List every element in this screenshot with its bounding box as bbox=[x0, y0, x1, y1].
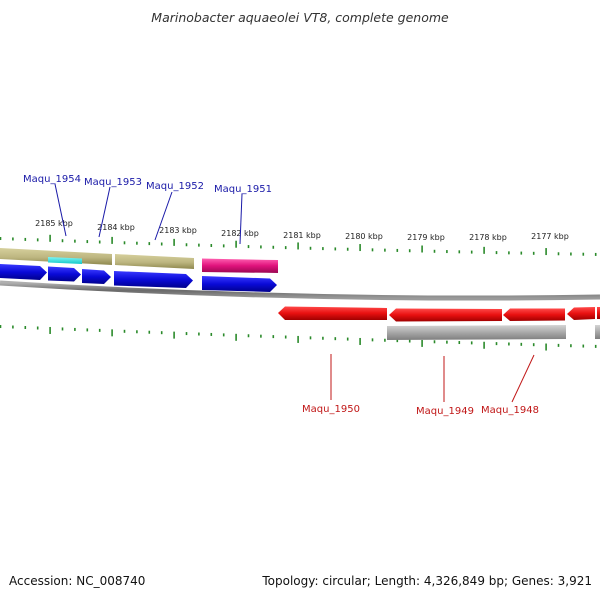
tick-label-2178: 2178 kbp bbox=[469, 233, 507, 242]
ticks-top bbox=[0, 234, 597, 256]
cds-track-reverse bbox=[278, 306, 600, 322]
ticks-bottom bbox=[0, 325, 597, 351]
grey-feature-1[interactable] bbox=[387, 325, 566, 340]
leader-maqu-1952 bbox=[154, 191, 173, 241]
gene-label-maqu-1953[interactable]: Maqu_1953 bbox=[84, 177, 142, 188]
gene-leaders-reverse bbox=[330, 354, 535, 403]
grey-feature-2[interactable] bbox=[595, 325, 600, 339]
cds-forward-1[interactable] bbox=[0, 264, 47, 280]
tick-label-2183: 2183 kbp bbox=[159, 226, 197, 235]
gene-label-maqu-1950[interactable]: Maqu_1950 bbox=[302, 404, 360, 415]
gene-label-maqu-1954[interactable]: Maqu_1954 bbox=[23, 174, 81, 185]
topology-text: Topology: circular; Length: 4,326,849 bp… bbox=[261, 574, 592, 588]
tick-label-2177: 2177 kbp bbox=[531, 232, 569, 241]
gene-label-maqu-1948[interactable]: Maqu_1948 bbox=[481, 405, 539, 416]
cds-forward-5[interactable] bbox=[202, 276, 277, 292]
leader-maqu-1953 bbox=[98, 186, 111, 238]
leader-maqu-1951 bbox=[239, 193, 243, 245]
cds-track-forward bbox=[0, 264, 277, 292]
tick-label-2185: 2185 kbp bbox=[35, 219, 73, 228]
cds-reverse-4[interactable] bbox=[567, 307, 595, 320]
cds-forward-2[interactable] bbox=[48, 266, 81, 282]
gene-labels-forward: Maqu_1954 Maqu_1953 Maqu_1952 Maqu_1951 bbox=[23, 174, 272, 195]
gene-label-maqu-1952[interactable]: Maqu_1952 bbox=[146, 181, 204, 192]
cyan-feature[interactable] bbox=[48, 257, 82, 264]
feature-track-reverse-inner bbox=[387, 325, 600, 340]
cds-reverse-1[interactable] bbox=[278, 306, 387, 321]
tick-label-2184: 2184 kbp bbox=[97, 223, 135, 232]
cds-forward-3[interactable] bbox=[82, 269, 111, 284]
tick-labels: 2185 kbp 2184 kbp 2183 kbp 2182 kbp 2181… bbox=[35, 219, 569, 242]
khaki-feature-1[interactable] bbox=[0, 248, 112, 265]
cds-reverse-5[interactable] bbox=[597, 307, 600, 319]
magenta-feature[interactable] bbox=[202, 258, 278, 274]
leader-maqu-1954 bbox=[54, 183, 67, 237]
accession-text: Accession: NC_008740 bbox=[9, 574, 145, 588]
leader-maqu-1948 bbox=[511, 354, 535, 403]
tick-label-2179: 2179 kbp bbox=[407, 233, 445, 242]
gene-labels-reverse: Maqu_1950 Maqu_1949 Maqu_1948 bbox=[302, 404, 539, 417]
feature-track-forward-outer bbox=[0, 248, 278, 273]
tick-label-2181: 2181 kbp bbox=[283, 231, 321, 240]
cds-reverse-3[interactable] bbox=[503, 308, 565, 322]
khaki-feature-2[interactable] bbox=[115, 254, 194, 269]
genome-backbone bbox=[0, 280, 600, 301]
gene-label-maqu-1951[interactable]: Maqu_1951 bbox=[214, 184, 272, 195]
map-title: Marinobacter aquaeolei VT8, complete gen… bbox=[151, 10, 449, 25]
cds-forward-4[interactable] bbox=[114, 271, 193, 288]
gene-leaders-forward bbox=[54, 183, 243, 245]
cds-reverse-2[interactable] bbox=[389, 308, 502, 322]
gene-label-maqu-1949[interactable]: Maqu_1949 bbox=[416, 406, 474, 417]
tick-label-2180: 2180 kbp bbox=[345, 232, 383, 241]
